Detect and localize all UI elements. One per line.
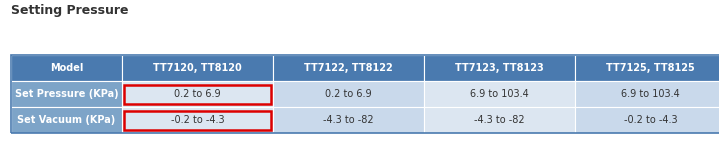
Text: 6.9 to 103.4: 6.9 to 103.4 — [621, 89, 680, 99]
Bar — [11, 55, 122, 81]
Bar — [122, 55, 273, 81]
Bar — [11, 107, 122, 133]
Bar — [424, 81, 575, 107]
Text: 0.2 to 6.9: 0.2 to 6.9 — [326, 89, 372, 99]
Text: TT7125, TT8125: TT7125, TT8125 — [606, 63, 695, 73]
Bar — [273, 107, 424, 133]
Bar — [575, 55, 719, 81]
Text: TT7123, TT8123: TT7123, TT8123 — [455, 63, 544, 73]
Text: 6.9 to 103.4: 6.9 to 103.4 — [470, 89, 529, 99]
Text: -4.3 to -82: -4.3 to -82 — [324, 115, 374, 125]
Bar — [124, 85, 271, 104]
Text: -0.2 to -4.3: -0.2 to -4.3 — [171, 115, 224, 125]
Text: Model: Model — [50, 63, 83, 73]
Bar — [122, 107, 273, 133]
Bar — [424, 107, 575, 133]
Text: -4.3 to -82: -4.3 to -82 — [475, 115, 525, 125]
Text: Setting Pressure: Setting Pressure — [11, 4, 128, 17]
Bar — [575, 107, 719, 133]
Bar — [273, 55, 424, 81]
Text: -0.2 to -4.3: -0.2 to -4.3 — [624, 115, 677, 125]
Text: 0.2 to 6.9: 0.2 to 6.9 — [175, 89, 221, 99]
Bar — [424, 55, 575, 81]
Text: TT7122, TT8122: TT7122, TT8122 — [304, 63, 393, 73]
Text: TT7120, TT8120: TT7120, TT8120 — [153, 63, 242, 73]
Bar — [11, 55, 719, 133]
Bar — [575, 81, 719, 107]
Bar — [124, 111, 271, 130]
Text: Set Vacuum (KPa): Set Vacuum (KPa) — [17, 115, 116, 125]
Bar — [273, 81, 424, 107]
Bar — [122, 81, 273, 107]
Bar — [11, 81, 122, 107]
Text: Set Pressure (KPa): Set Pressure (KPa) — [14, 89, 119, 99]
